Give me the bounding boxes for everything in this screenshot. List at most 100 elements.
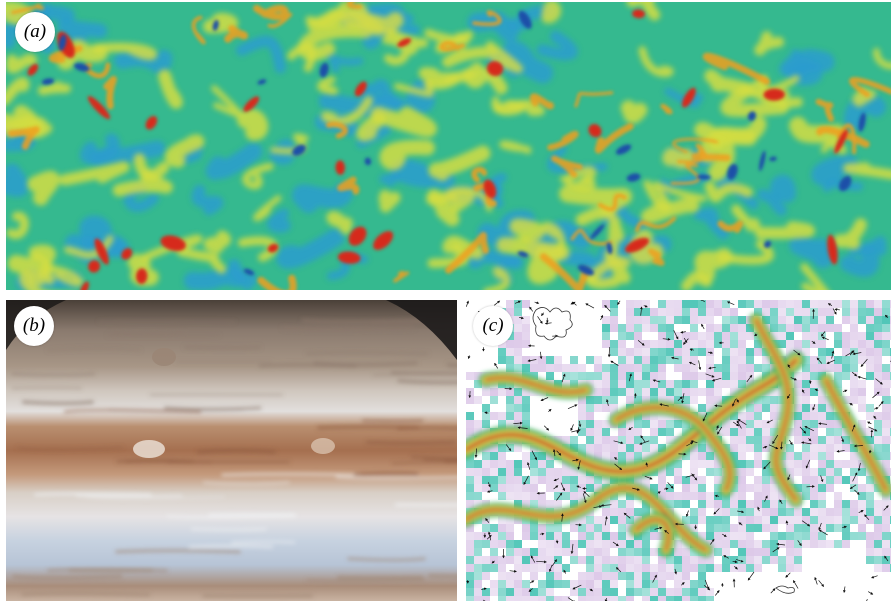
- texture-stroke: [547, 130, 579, 151]
- field-cell: [626, 396, 634, 404]
- field-cell: [858, 484, 866, 492]
- field-cell: [762, 308, 770, 316]
- field-cell: [850, 300, 858, 308]
- field-cell: [874, 324, 882, 332]
- field-cell: [658, 300, 666, 308]
- velocity-arrow: [747, 571, 755, 581]
- field-cell: [826, 364, 834, 372]
- velocity-arrow: [704, 579, 710, 590]
- field-cell: [578, 516, 586, 524]
- velocity-arrow: [673, 330, 679, 340]
- velocity-arrow: [698, 360, 702, 371]
- field-cell: [706, 500, 714, 508]
- field-cell: [818, 532, 826, 540]
- field-cell: [610, 588, 618, 596]
- field-cell: [498, 444, 506, 452]
- velocity-arrow: [604, 597, 608, 601]
- field-cell: [746, 444, 754, 452]
- velocity-arrow: [685, 510, 689, 517]
- velocity-arrow: [808, 438, 812, 442]
- field-cell: [586, 420, 594, 428]
- field-cell: [658, 556, 666, 564]
- velocity-arrow: [494, 362, 499, 369]
- field-cell: [594, 564, 602, 572]
- velocity-arrow: [677, 396, 683, 401]
- cloud-band-stroke: [306, 351, 429, 355]
- field-cell: [466, 532, 474, 540]
- field-cell: [650, 444, 658, 452]
- field-cell: [706, 348, 714, 356]
- field-cell: [762, 356, 770, 364]
- field-cell: [514, 388, 522, 396]
- velocity-arrow: [639, 306, 643, 316]
- field-cell: [570, 364, 578, 372]
- texture-stroke: [346, 2, 363, 9]
- field-cell: [514, 324, 522, 332]
- field-cell: [530, 564, 538, 572]
- field-cell: [842, 532, 850, 540]
- field-cell: [850, 532, 858, 540]
- field-cell: [490, 580, 498, 588]
- field-cell: [882, 324, 890, 332]
- velocity-arrow: [593, 505, 603, 509]
- field-cell: [530, 556, 538, 564]
- field-cell: [666, 428, 674, 436]
- field-cell: [674, 380, 682, 388]
- field-cell: [810, 380, 818, 388]
- field-cell: [754, 524, 762, 532]
- field-cell: [746, 532, 754, 540]
- field-cell: [618, 452, 626, 460]
- texture-blob: [335, 160, 346, 175]
- texture-stroke: [462, 67, 508, 95]
- field-cell: [578, 372, 586, 380]
- field-cell: [746, 428, 754, 436]
- field-cell: [626, 324, 634, 332]
- field-cell: [506, 588, 514, 596]
- field-cell: [506, 516, 514, 524]
- velocity-arrow: [615, 567, 622, 573]
- field-cell: [602, 476, 610, 484]
- field-cell: [642, 300, 650, 308]
- texture-stroke: [326, 210, 354, 235]
- field-cell: [714, 372, 722, 380]
- field-cell: [706, 524, 714, 532]
- field-cell: [722, 548, 730, 556]
- field-cell: [514, 396, 522, 404]
- field-cell: [874, 532, 882, 540]
- field-cell: [818, 324, 826, 332]
- field-cell: [666, 356, 674, 364]
- field-cell: [842, 300, 850, 308]
- field-cell: [738, 324, 746, 332]
- velocity-arrow: [613, 440, 624, 445]
- velocity-arrow: [764, 495, 768, 502]
- velocity-arrow: [553, 485, 559, 490]
- field-cell: [618, 356, 626, 364]
- velocity-arrow: [884, 555, 889, 562]
- texture-stroke: [509, 218, 545, 242]
- texture-blob: [764, 240, 772, 248]
- field-cell: [666, 596, 674, 601]
- field-cell: [866, 476, 874, 484]
- field-cell: [522, 532, 530, 540]
- texture-blob: [243, 268, 255, 276]
- texture-stroke: [79, 133, 120, 165]
- field-cell: [722, 308, 730, 316]
- field-cell: [850, 388, 858, 396]
- field-cell: [858, 468, 866, 476]
- field-cell: [482, 564, 490, 572]
- field-cell: [786, 500, 794, 508]
- field-cell: [690, 340, 698, 348]
- field-cell: [794, 452, 802, 460]
- field-cell: [658, 308, 666, 316]
- field-cell: [602, 556, 610, 564]
- field-cell: [866, 484, 874, 492]
- field-cell: [666, 396, 674, 404]
- field-cell: [610, 508, 618, 516]
- jupiter-panel: (b): [6, 300, 457, 601]
- field-cell: [730, 364, 738, 372]
- field-cell: [674, 548, 682, 556]
- field-cell: [618, 516, 626, 524]
- field-cell: [698, 340, 706, 348]
- field-cell: [834, 444, 842, 452]
- field-cell: [514, 564, 522, 572]
